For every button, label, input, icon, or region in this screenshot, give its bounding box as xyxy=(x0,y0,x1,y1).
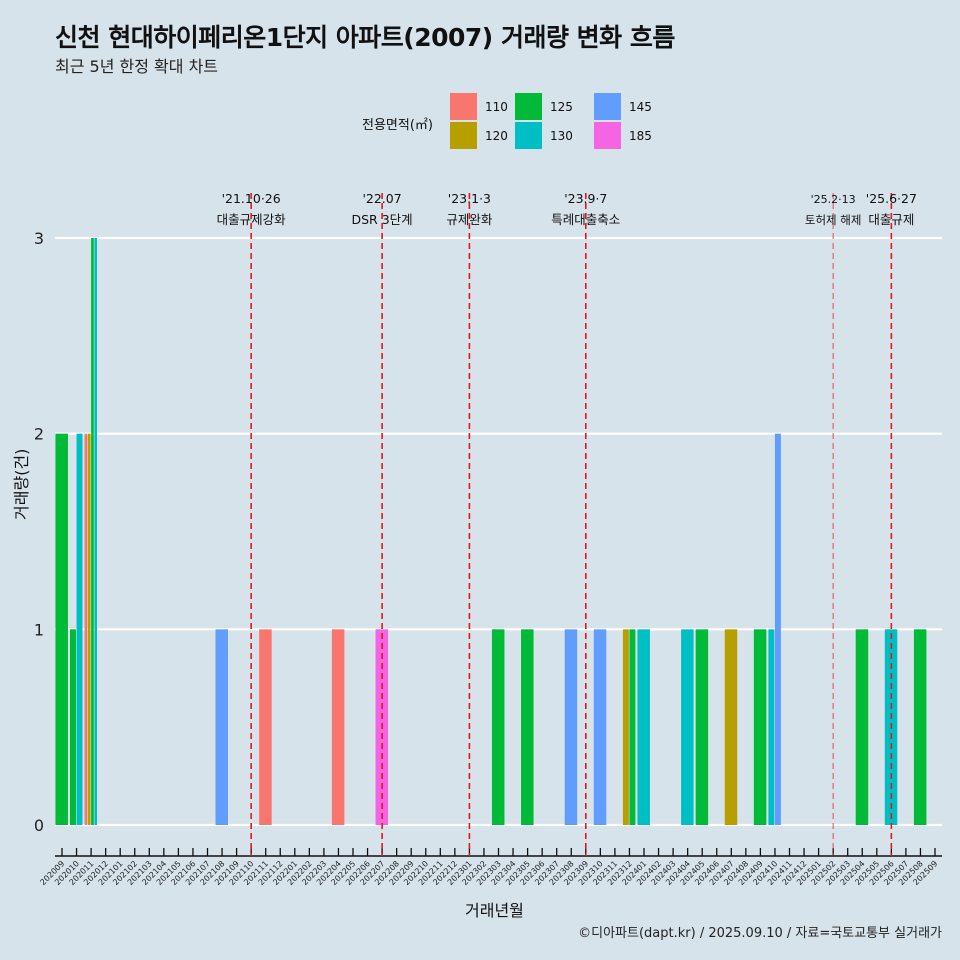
legend-item-125: 125 xyxy=(515,92,585,120)
event-date: '21.10·26 xyxy=(222,191,281,206)
bar-202410-130 xyxy=(768,629,775,825)
legend-swatch xyxy=(594,122,621,149)
legend-item-110: 110 xyxy=(450,92,520,120)
bar-202508-125 xyxy=(913,629,927,825)
bar-202010-130 xyxy=(76,433,83,825)
y-tick-label: 0 xyxy=(34,816,44,835)
legend-label: 145 xyxy=(629,100,652,114)
bar-202504-125 xyxy=(855,629,869,825)
legend-swatch xyxy=(450,93,477,120)
bar-202310-145 xyxy=(593,629,607,825)
legend-swatch xyxy=(450,122,477,149)
legend-item-120: 120 xyxy=(450,121,520,149)
bar-202312-125 xyxy=(629,629,636,825)
bar-202011-130 xyxy=(94,238,98,825)
bar-202308-145 xyxy=(564,629,578,825)
legend-title: 전용면적(㎡) xyxy=(362,118,433,133)
source-caption: ©디아파트(dapt.kr) / 2025.09.10 / 자료=국토교통부 실… xyxy=(578,926,942,941)
legend-label: 130 xyxy=(550,129,573,143)
legend-swatch xyxy=(515,122,542,149)
bar-202305-125 xyxy=(521,629,534,825)
event-date: '22.07 xyxy=(362,191,401,206)
bar-202404-130 xyxy=(681,629,694,825)
legend-item-145: 145 xyxy=(594,92,664,120)
event-label: 대출규제강화 xyxy=(217,212,287,227)
chart-title: 신천 현대하이페리온1단지 아파트(2007) 거래량 변화 흐름 xyxy=(55,23,675,52)
event-label: 토허제 해제 xyxy=(805,213,862,227)
bar-202011-125 xyxy=(91,238,94,825)
event-label: 규제완화 xyxy=(446,212,493,227)
bar-202312-120 xyxy=(622,629,629,825)
legend-label: 110 xyxy=(485,100,508,114)
legend-swatch xyxy=(594,93,621,120)
bar-202407-120 xyxy=(724,629,738,825)
y-tick-label: 2 xyxy=(34,425,44,444)
event-label: DSR 3단계 xyxy=(352,212,413,227)
bar-202303-125 xyxy=(491,629,505,825)
legend-label: 125 xyxy=(550,100,573,114)
legend-label: 185 xyxy=(629,129,652,143)
y-tick-label: 1 xyxy=(34,620,44,639)
y-axis-title: 거래량(건) xyxy=(12,448,31,520)
bar-202410-145 xyxy=(774,433,781,825)
bar-202009-125 xyxy=(55,433,68,825)
chart-subtitle: 최근 5년 한정 확대 차트 xyxy=(55,57,219,76)
y-tick-label: 3 xyxy=(34,229,44,248)
bar-202108-145 xyxy=(215,629,228,825)
legend: 전용면적(㎡) 110 120 125 130 145 185 xyxy=(360,92,660,152)
bar-202401-130 xyxy=(637,629,650,825)
event-date: '23.9·7 xyxy=(564,191,607,206)
bar-202011-110 xyxy=(84,433,88,825)
legend-item-185: 185 xyxy=(594,121,664,149)
bar-202405-125 xyxy=(695,629,709,825)
x-axis-title: 거래년월 xyxy=(465,901,524,920)
event-label: 특례대출축소 xyxy=(551,212,620,227)
event-date: '25.6·27 xyxy=(866,191,917,206)
bar-202204-110 xyxy=(331,629,345,825)
legend-label: 120 xyxy=(485,129,508,143)
bar-202011-120 xyxy=(87,433,91,825)
bar-202010-125 xyxy=(70,629,76,825)
event-date: '23.1·3 xyxy=(448,191,491,206)
legend-swatch xyxy=(515,93,542,120)
bar-202111-110 xyxy=(259,629,272,825)
bar-202409-125 xyxy=(753,629,767,825)
legend-item-130: 130 xyxy=(515,121,585,149)
event-date: '25.2·13 xyxy=(811,193,856,206)
event-label: 대출규제 xyxy=(868,212,914,227)
